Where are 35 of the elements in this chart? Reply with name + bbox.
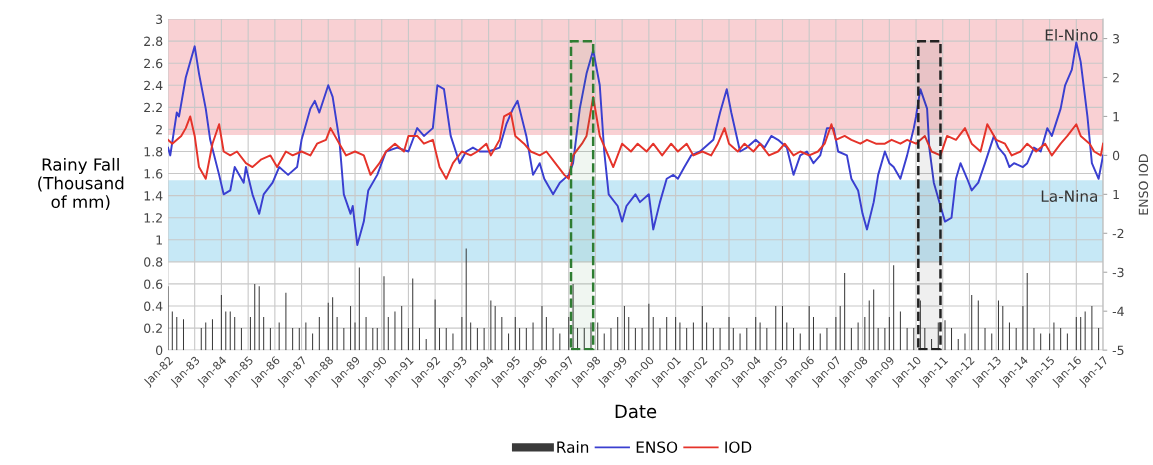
y2-tick-label: 3 <box>1113 34 1120 44</box>
y2-tick-label: 0 <box>1112 150 1120 161</box>
y-tick-label: 0.8 <box>144 257 163 267</box>
y-tick-label: 3 <box>156 14 163 24</box>
y-tick-label: 1.2 <box>144 213 162 223</box>
legend-label: Rain <box>557 441 589 453</box>
y-tick-label: 1 <box>156 235 162 245</box>
y-tick-label: 2.8 <box>144 36 163 47</box>
band-label: El-Nino <box>1045 29 1098 41</box>
y-tick-label: 1.6 <box>144 169 163 179</box>
y-tick-label: 0.2 <box>144 323 162 333</box>
line-series <box>167 96 1104 180</box>
y2-tick-label: -5 <box>1112 345 1124 356</box>
y2-tick-label: -4 <box>1112 306 1124 316</box>
y2-tick-label: 1 <box>1113 112 1119 122</box>
y-tick-label: 1.4 <box>144 191 163 201</box>
line-series <box>167 41 1104 246</box>
band-label: La-Nina <box>1041 190 1098 202</box>
y2-tick-label: -2 <box>1112 228 1124 239</box>
legend-label: IOD <box>725 441 752 453</box>
y-tick-label: 0.4 <box>144 301 163 311</box>
y-tick-label: 0.6 <box>144 279 163 289</box>
y-tick-label: 2 <box>156 124 162 135</box>
y2-tick-label: -3 <box>1112 267 1124 278</box>
y-tick-label: 0 <box>156 345 163 356</box>
legend-label: ENSO <box>636 441 678 453</box>
y-tick-label: 1.8 <box>144 146 163 157</box>
y2-tick-label: 2 <box>1113 72 1119 83</box>
y2-tick-label: 1 <box>1113 189 1119 200</box>
y-axis-title: Rainy Fall (Thousand of mm) <box>38 157 124 211</box>
x-axis-title: Date <box>615 404 657 419</box>
y-tick-label: 2.4 <box>144 80 163 91</box>
y-tick-label: 2.6 <box>144 58 163 69</box>
y-tick-label: 2.2 <box>144 102 162 113</box>
y2-axis-title: ENSO IOD <box>1138 154 1149 215</box>
